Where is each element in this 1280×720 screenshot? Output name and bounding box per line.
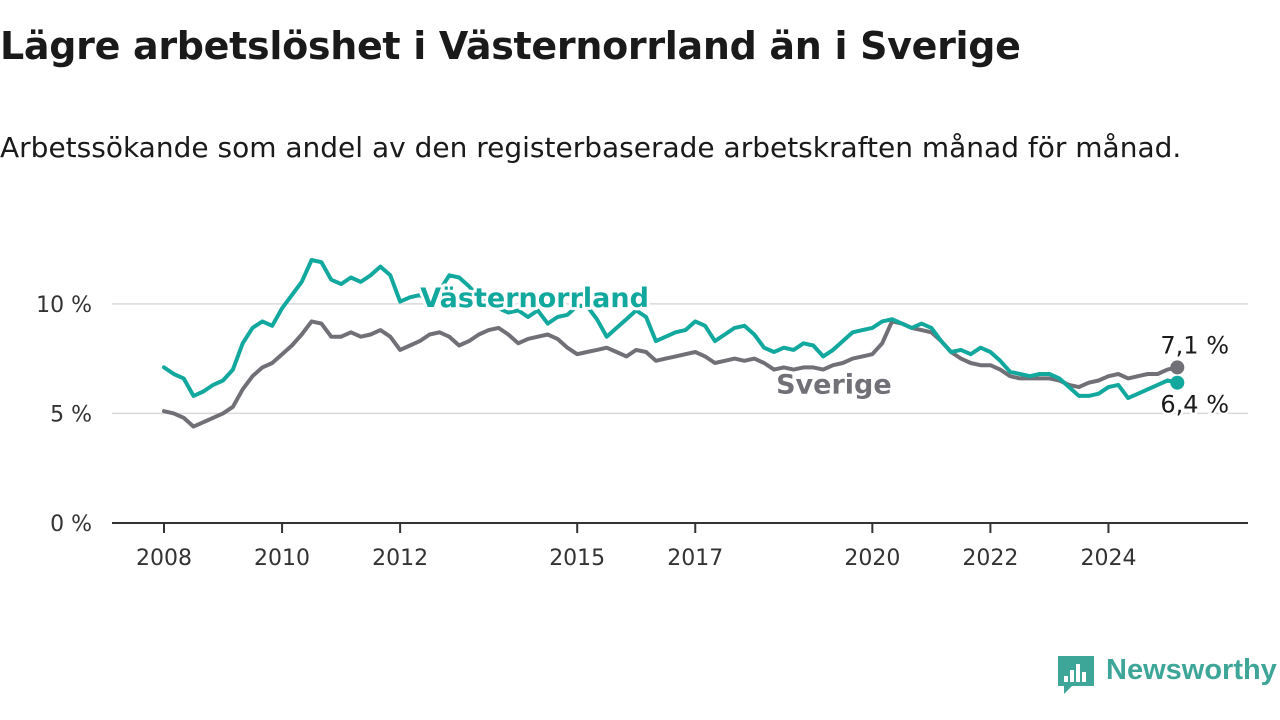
series-label-vasternorrland: Västernorrland: [420, 283, 649, 314]
x-tick-label: 2015: [549, 546, 605, 571]
x-tick-label: 2008: [136, 546, 192, 571]
newsworthy-logo-icon: [1058, 656, 1094, 694]
chart-title: Lägre arbetslöshet i Västernorrland än i…: [0, 24, 1021, 68]
x-tick-label: 2024: [1080, 546, 1136, 571]
series-lines: [162, 258, 1185, 429]
line-chart: 0 %5 %10 % 2008 2010 2012 2015 2017 2020 2022 2…: [36, 258, 1248, 571]
end-label-vasternorrland: 6,4 %: [1160, 391, 1229, 419]
x-tick-label: 2020: [844, 546, 900, 571]
y-tick-label: 5 %: [50, 402, 92, 427]
end-point-sverige: [1170, 360, 1185, 375]
x-tick-label: 2010: [254, 546, 310, 571]
y-axis: 0 % 5 % 10 %: [36, 293, 92, 537]
x-tick-label: 2012: [372, 546, 428, 571]
series-line-sverige: [162, 319, 1180, 429]
gridlines: [112, 303, 1248, 415]
x-axis: 2008 2010 2012 2015 2017 2020 2022 2024: [112, 522, 1248, 571]
end-label-sverige: 7,1 %: [1160, 331, 1229, 359]
y-tick-label: 10 %: [36, 293, 92, 318]
x-tick-label: 2022: [962, 546, 1018, 571]
series-labels: Västernorrland Sverige 7,1 % 6,4 %: [417, 280, 1231, 421]
series-label-sverige: Sverige: [776, 369, 892, 400]
x-tick-label: 2017: [667, 546, 723, 571]
brand-name: Newsworthy: [1106, 654, 1277, 686]
y-tick-label: 0 %: [50, 512, 92, 537]
series-line-vasternorrland: [162, 258, 1180, 401]
chart-subtitle: Arbetssökande som andel av den registerb…: [0, 131, 1182, 164]
end-point-vasternorrland: [1170, 375, 1185, 390]
